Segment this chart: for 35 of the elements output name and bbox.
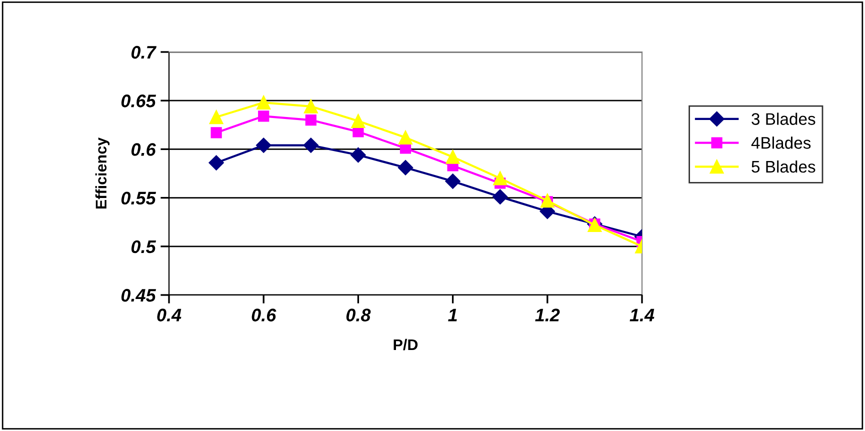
y-tick-label: 0.45	[121, 288, 156, 302]
point	[493, 171, 508, 186]
x-tick-label: 0.4	[157, 308, 182, 322]
point	[446, 150, 460, 164]
point	[492, 189, 508, 204]
point	[350, 147, 366, 163]
point	[304, 99, 318, 114]
point	[303, 138, 318, 153]
x-axis-title: P/D	[394, 338, 418, 350]
y-tick-label: 0.5	[131, 240, 156, 254]
x-tick-label: 1.2	[535, 308, 560, 322]
point	[398, 130, 412, 144]
point	[540, 194, 554, 208]
point	[258, 110, 270, 122]
point	[256, 138, 272, 153]
point	[445, 174, 460, 189]
y-tick-label: 0.6	[131, 143, 156, 156]
x-tick-label: 1.4	[630, 308, 654, 322]
x-tick-label: 1	[448, 308, 457, 322]
point	[210, 127, 222, 138]
x-tick-label: 0.8	[346, 308, 371, 322]
y-axis-title: Efficiency	[95, 137, 110, 209]
point	[398, 160, 414, 176]
point	[208, 155, 224, 170]
y-tick-label: 0.65	[121, 94, 156, 108]
y-tick-label: 0.7	[131, 46, 157, 59]
legend-label: 5 Blades	[752, 160, 816, 173]
point	[351, 114, 366, 128]
point	[209, 110, 224, 124]
x-tick-label: 0.6	[252, 308, 276, 322]
legend-label: 3 Blades	[752, 112, 816, 125]
point	[305, 114, 316, 126]
y-tick-label: 0.55	[121, 192, 156, 205]
legend-label: 4Blades	[751, 136, 811, 149]
point	[256, 96, 271, 110]
